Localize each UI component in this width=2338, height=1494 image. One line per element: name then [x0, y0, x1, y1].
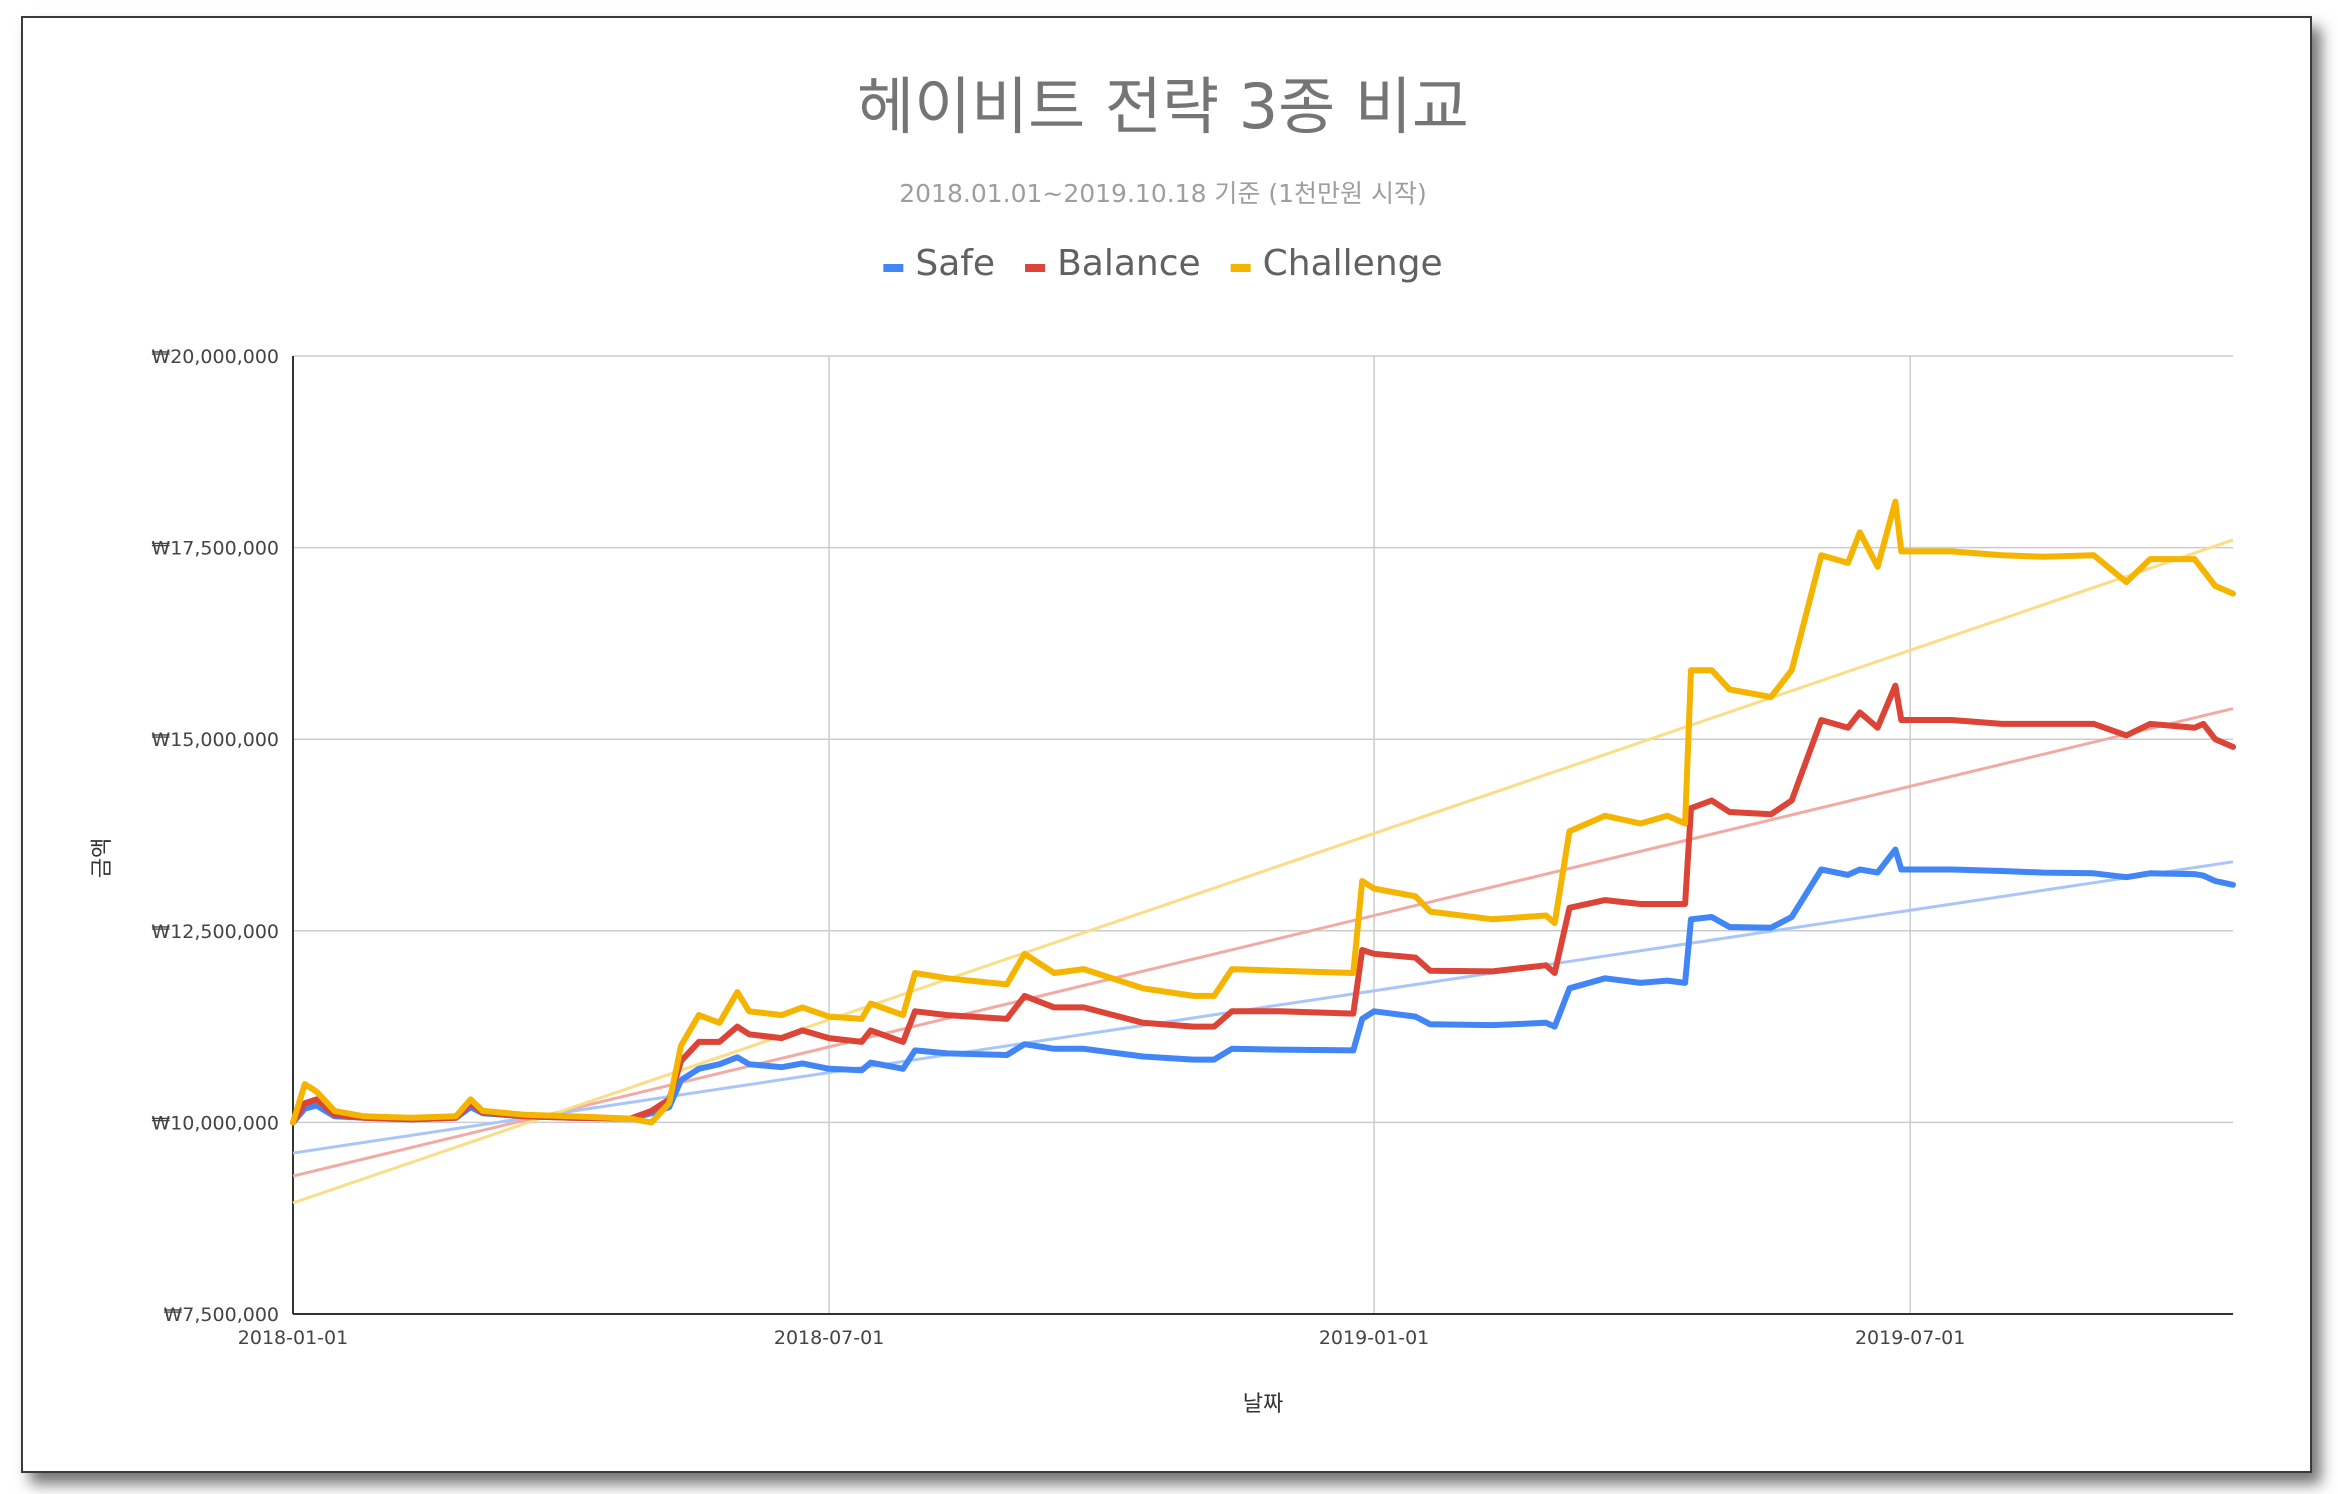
legend-swatch [1230, 264, 1251, 272]
safe-series-line [290, 846, 2236, 1126]
y-tick-label: ₩20,000,000 [151, 346, 279, 368]
x-axis-label: 날짜 [1243, 1392, 1283, 1417]
x-tick-label: 2019-01-01 [1319, 1327, 1429, 1349]
legend-item-challenge: Challenge [1230, 243, 1443, 284]
safe-trendline [292, 860, 2234, 1155]
balance-trendline [292, 707, 2234, 1178]
data-series [290, 498, 2236, 1126]
x-tick-label: 2018-07-01 [774, 1327, 884, 1349]
chart-subtitle: 2018.01.01~2019.10.18 기준 (1천만원 시작) [899, 179, 1426, 208]
chart-title: 헤이비트 전략 3종 비교 [857, 70, 1469, 143]
chart-gridlines [292, 355, 2233, 1315]
chart-legend: Safe Balance Challenge [883, 243, 1443, 284]
chart-frame: 헤이비트 전략 3종 비교 2018.01.01~2019.10.18 기준 (… [21, 16, 2312, 1473]
legend-item-balance: Balance [1025, 243, 1201, 284]
y-axis-label: 금액 [90, 838, 115, 878]
y-tick-label: ₩10,000,000 [151, 1112, 279, 1134]
y-tick-label: ₩15,000,000 [151, 729, 279, 751]
y-tick-label: ₩12,500,000 [151, 921, 279, 943]
trend-lines [292, 538, 2234, 1205]
challenge-trendline [292, 538, 2234, 1205]
balance-series-line [290, 682, 2236, 1126]
y-tick-label: ₩17,500,000 [151, 538, 279, 560]
challenge-series-line [290, 498, 2236, 1126]
x-tick-label: 2019-07-01 [1855, 1327, 1965, 1349]
legend-item-safe: Safe [883, 243, 995, 284]
legend-swatch [1025, 264, 1046, 272]
legend-label: Safe [915, 243, 995, 284]
line-chart: 헤이비트 전략 3종 비교 2018.01.01~2019.10.18 기준 (… [90, 70, 2236, 1417]
legend-swatch [883, 264, 904, 272]
x-axis-ticks: 2018-01-01 2018-07-01 2019-01-01 2019-07-01 [238, 1327, 1966, 1349]
x-tick-label: 2018-01-01 [238, 1327, 348, 1349]
legend-label: Balance [1057, 243, 1201, 284]
y-tick-label: ₩7,500,000 [164, 1304, 279, 1326]
y-axis-ticks: ₩7,500,000 ₩10,000,000 ₩12,500,000 ₩15,000,… [151, 346, 279, 1326]
legend-label: Challenge [1263, 243, 1443, 284]
